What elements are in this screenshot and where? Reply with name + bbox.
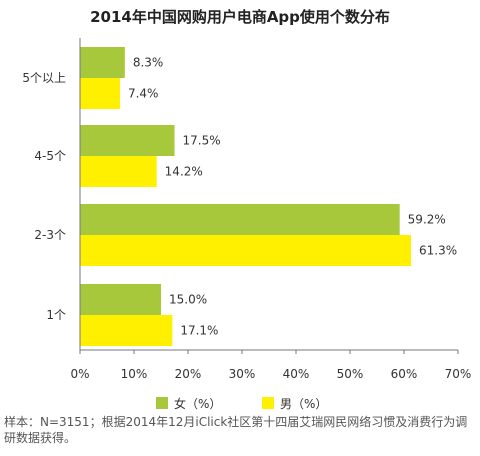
data-label: 17.1% — [180, 324, 218, 338]
legend-swatch-female — [156, 397, 168, 409]
plot-area: 8.3% 17.5% 59.2% 15.0% 7.4% 14.2% 61.3% 17.1% 5个… — [22, 38, 471, 381]
data-label: 7.4% — [128, 87, 158, 101]
data-label: 14.2% — [165, 165, 203, 179]
data-label: 61.3% — [419, 244, 457, 258]
legend-swatch-male — [262, 397, 274, 409]
data-label: 59.2% — [408, 213, 446, 227]
legend: 女（%） 男（%） — [156, 396, 327, 411]
bar-male-3 — [80, 315, 173, 346]
bar-male-2 — [80, 235, 412, 266]
data-label: 8.3% — [133, 56, 164, 70]
chart-title: 2014年中国网购用户电商App使用个数分布 — [90, 8, 390, 26]
x-tick-label: 0% — [70, 367, 89, 381]
bar-male-1 — [80, 156, 157, 187]
category-label: 4-5个 — [34, 149, 66, 163]
x-tick-label: 60% — [391, 367, 418, 381]
source-note: 样本：N=3151；根据2014年12月iClick社区第十四届艾瑞网民网络习惯… — [4, 415, 468, 445]
data-label: 17.5% — [183, 134, 221, 148]
category-label: 5个以上 — [22, 71, 66, 85]
category-label: 2-3个 — [34, 228, 66, 242]
x-tick-label: 10% — [121, 367, 148, 381]
data-label: 15.0% — [169, 293, 207, 307]
category-label: 1个 — [46, 308, 66, 322]
bar-female-2 — [80, 204, 400, 235]
bar-female-1 — [80, 125, 175, 156]
bar-female-0 — [80, 47, 125, 78]
x-tick-label: 50% — [337, 367, 364, 381]
bar-female-3 — [80, 284, 161, 315]
x-tick-label: 30% — [229, 367, 256, 381]
x-tick-label: 70% — [445, 367, 472, 381]
bar-male-0 — [80, 78, 120, 109]
x-tick-label: 20% — [175, 367, 202, 381]
legend-label: 男（%） — [280, 397, 327, 411]
legend-label: 女（%） — [174, 396, 221, 411]
x-tick-label: 40% — [283, 367, 310, 381]
